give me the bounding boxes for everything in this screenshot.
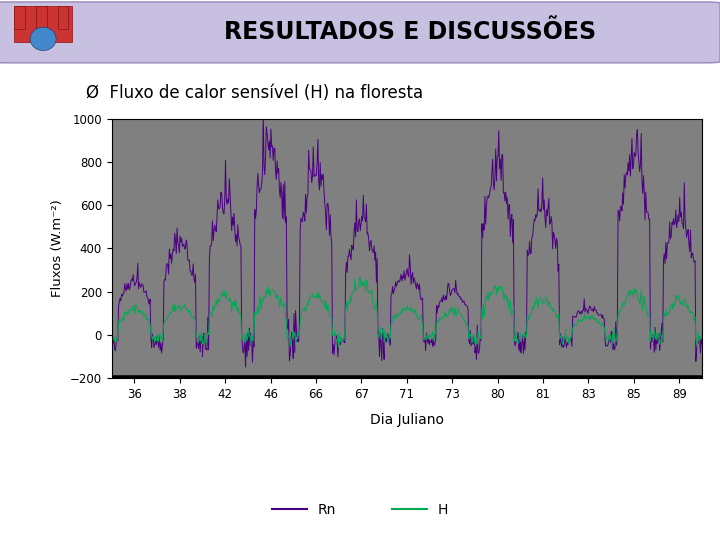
Line: H: H (112, 277, 702, 348)
H (693, 345, 702, 351)
Text: Dia Juliano: Dia Juliano (370, 413, 444, 427)
Rn (698, 340, 706, 347)
Bar (58, 6, 68, 29)
H (356, 274, 364, 280)
H (107, 332, 116, 339)
H (264, 284, 273, 290)
Rn (241, 364, 250, 370)
H (656, 339, 665, 345)
Bar (36, 6, 47, 29)
Rn (107, 346, 116, 353)
Y-axis label: Fluxos (W.m⁻²): Fluxos (W.m⁻²) (51, 199, 64, 298)
Rn (651, 324, 660, 330)
Text: RESULTADOS E DISCUSSÕES: RESULTADOS E DISCUSSÕES (225, 21, 596, 44)
Text: Ø  Fluxo de calor sensível (H) na floresta: Ø Fluxo de calor sensível (H) na florest… (86, 84, 423, 102)
Rn (359, 217, 367, 224)
Bar (14, 6, 25, 29)
Rn (662, 255, 671, 262)
Circle shape (30, 27, 56, 51)
Rn (259, 110, 268, 117)
H (251, 309, 259, 315)
H (650, 327, 659, 334)
Rn (251, 215, 260, 222)
Rn (266, 154, 274, 161)
H (357, 283, 366, 289)
Rn (657, 329, 665, 335)
Line: Rn: Rn (112, 113, 702, 367)
H (662, 313, 670, 319)
H (698, 332, 706, 338)
Bar (14, 6, 72, 42)
FancyBboxPatch shape (0, 2, 720, 63)
Legend: Rn, H: Rn, H (266, 497, 454, 522)
